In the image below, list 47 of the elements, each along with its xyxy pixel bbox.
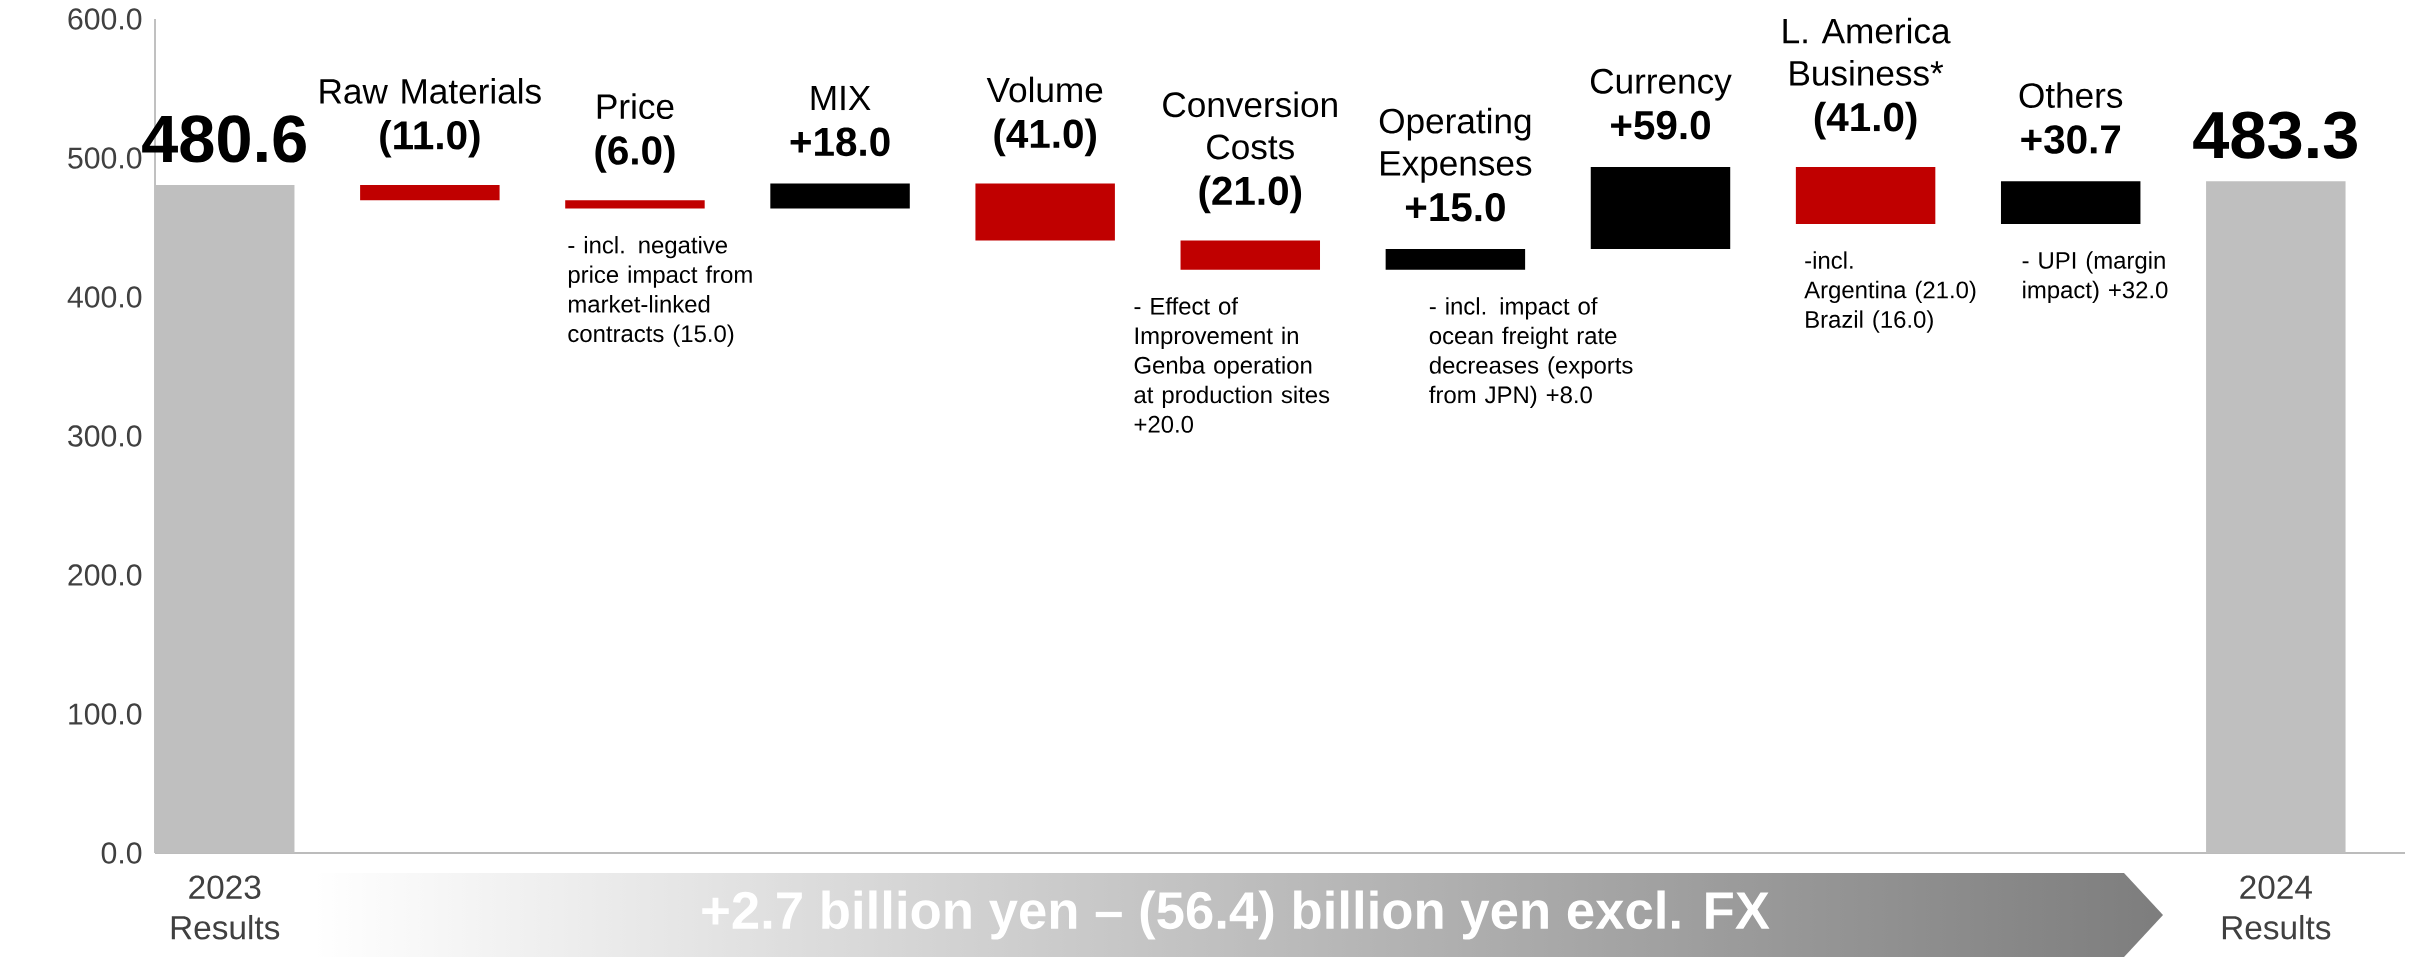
y-tick-label: 500.0 <box>68 147 142 169</box>
x-tick-label: MIX <box>811 85 871 111</box>
y-tick-label: 0.0 <box>101 842 142 864</box>
x-tick-label: Others <box>2019 82 2123 108</box>
x-tick-label: Currency <box>1590 68 1732 101</box>
bar <box>975 183 1115 241</box>
data-label: (41.0) <box>994 118 1096 157</box>
annotation: Argentina (21.0) <box>1804 280 1976 304</box>
bar <box>565 200 705 209</box>
data-label: +18.0 <box>790 127 890 157</box>
bar <box>770 183 910 209</box>
annotation: - incl. negative price impact from market-linked contracts (15.0) <box>568 236 752 347</box>
x-tick-label: Operating Expenses <box>1379 107 1532 183</box>
data-label: (41.0) <box>1814 101 1917 140</box>
bar <box>155 184 295 854</box>
y-tick-label: 300.0 <box>68 425 142 447</box>
bar <box>2000 181 2141 224</box>
bar <box>1590 166 1731 249</box>
annotation: -incl. <box>1805 251 1853 269</box>
data-label: +59.0 <box>1611 110 1710 140</box>
x-tick-label: Conversion Costs <box>1163 91 1337 160</box>
x-tick-label: Raw Materials <box>320 78 541 104</box>
data-label: +15.0 <box>1405 192 1505 222</box>
data-label: 480.6 <box>142 115 306 163</box>
data-label: 483.3 <box>2193 111 2357 159</box>
data-label: (6.0) <box>595 135 675 173</box>
y-tick-label: 600.0 <box>68 8 142 30</box>
y-tick-label: 400.0 <box>67 286 142 308</box>
bar <box>360 184 500 201</box>
data-label: (21.0) <box>1199 175 1302 214</box>
annotation: - UPI (margin impact) +32.0 <box>2022 251 2168 304</box>
annotation: - incl. impact of ocean freight rate decreases (exports from JPN) +8.0 <box>1429 297 1633 409</box>
x-tick-label: 2024 Results <box>2222 875 2331 940</box>
y-tick-label: 100.0 <box>69 703 142 725</box>
x-tick-label: 2023 Results <box>171 875 280 940</box>
x-tick-label: Price <box>597 93 674 120</box>
bar <box>1795 166 1936 224</box>
annotation: - Effect of Improvement in Genba operation at production sites +20.0 <box>1134 297 1330 433</box>
x-tick-label: Volume <box>986 76 1103 103</box>
bar <box>1180 240 1321 270</box>
x-tick-label: L. America Business* <box>1783 17 1951 86</box>
data-label: +30.7 <box>2021 125 2121 154</box>
annotation: Brazil (16.0) <box>1806 310 1933 333</box>
bar <box>1385 248 1526 270</box>
bar <box>2206 181 2346 854</box>
y-tick-label: 200.0 <box>68 564 142 586</box>
data-label: (11.0) <box>380 119 480 158</box>
